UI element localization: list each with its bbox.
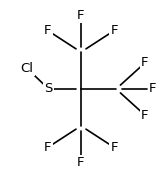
Text: F: F	[77, 9, 85, 22]
Text: F: F	[110, 141, 118, 154]
Text: F: F	[141, 56, 149, 69]
Text: F: F	[44, 141, 52, 154]
Text: F: F	[110, 24, 118, 37]
Text: F: F	[149, 82, 157, 96]
Text: Cl: Cl	[21, 62, 34, 75]
Text: F: F	[141, 109, 149, 122]
Text: F: F	[77, 156, 85, 169]
Text: S: S	[44, 82, 53, 96]
Text: F: F	[44, 24, 52, 37]
